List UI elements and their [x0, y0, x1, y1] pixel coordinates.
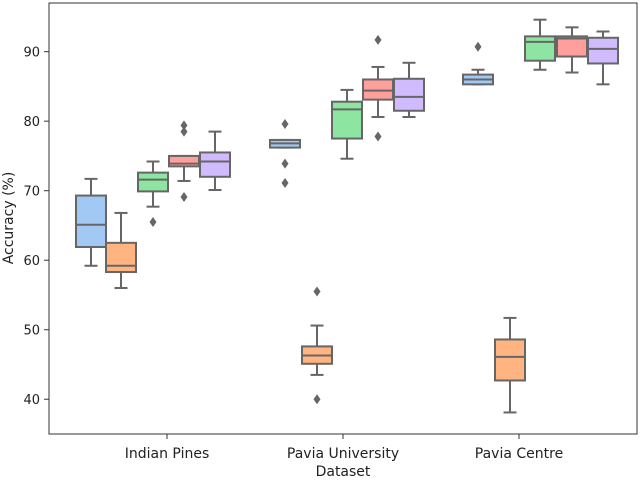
outlier-point [180, 120, 188, 131]
box-body [331, 100, 363, 140]
outlier-point [180, 126, 188, 137]
y-tick-label: 80 [23, 115, 40, 130]
box-body [494, 338, 526, 382]
x-tick-label: Indian Pines [125, 446, 210, 462]
outlier-point [149, 216, 157, 227]
box-body [524, 35, 556, 62]
box-body [168, 154, 200, 168]
outlier-point [313, 394, 321, 405]
box-0-3 [168, 120, 200, 202]
box-body [75, 194, 107, 249]
y-tick-label: 90 [23, 46, 40, 61]
x-axis: Indian Pines Pavia University Pavia Centre [125, 434, 563, 462]
box-2-0 [462, 41, 494, 86]
box-body [587, 36, 619, 65]
plot-marks [75, 18, 619, 414]
y-tick-label: 50 [23, 324, 40, 339]
box-2-2 [524, 18, 556, 71]
y-tick-label: 40 [23, 393, 40, 408]
box-1-4 [393, 61, 425, 119]
outlier-point [281, 118, 289, 129]
outlier-point [374, 131, 382, 142]
box-body [199, 151, 231, 178]
box-1-0 [269, 118, 301, 189]
outlier-point [180, 191, 188, 202]
box-0-1 [105, 211, 137, 290]
box-2-1 [494, 316, 526, 414]
y-tick-label: 60 [23, 254, 40, 269]
plot-frame [48, 2, 638, 435]
y-tick-label: 70 [23, 185, 40, 200]
y-axis: 40 50 60 70 80 90 [23, 46, 49, 408]
x-tick-label: Pavia University [287, 446, 399, 462]
box-body [137, 171, 169, 193]
box-2-4 [587, 30, 619, 86]
outlier-point [313, 286, 321, 297]
box-body [362, 78, 394, 101]
y-axis-label: Accuracy (%) [1, 172, 17, 265]
box-0-0 [75, 177, 107, 267]
x-tick-label: Pavia Centre [475, 446, 563, 462]
outlier-point [281, 178, 289, 189]
box-1-1 [301, 286, 333, 405]
outlier-point [474, 41, 482, 52]
box-body [105, 241, 137, 274]
box-0-4 [199, 130, 231, 191]
box-1-2 [331, 88, 363, 160]
outlier-point [374, 34, 382, 45]
box-0-2 [137, 160, 169, 227]
box-2-3 [556, 26, 588, 74]
outlier-point [281, 158, 289, 169]
box-body [393, 77, 425, 112]
box-1-3 [362, 34, 394, 142]
x-axis-label: Dataset [316, 464, 371, 480]
